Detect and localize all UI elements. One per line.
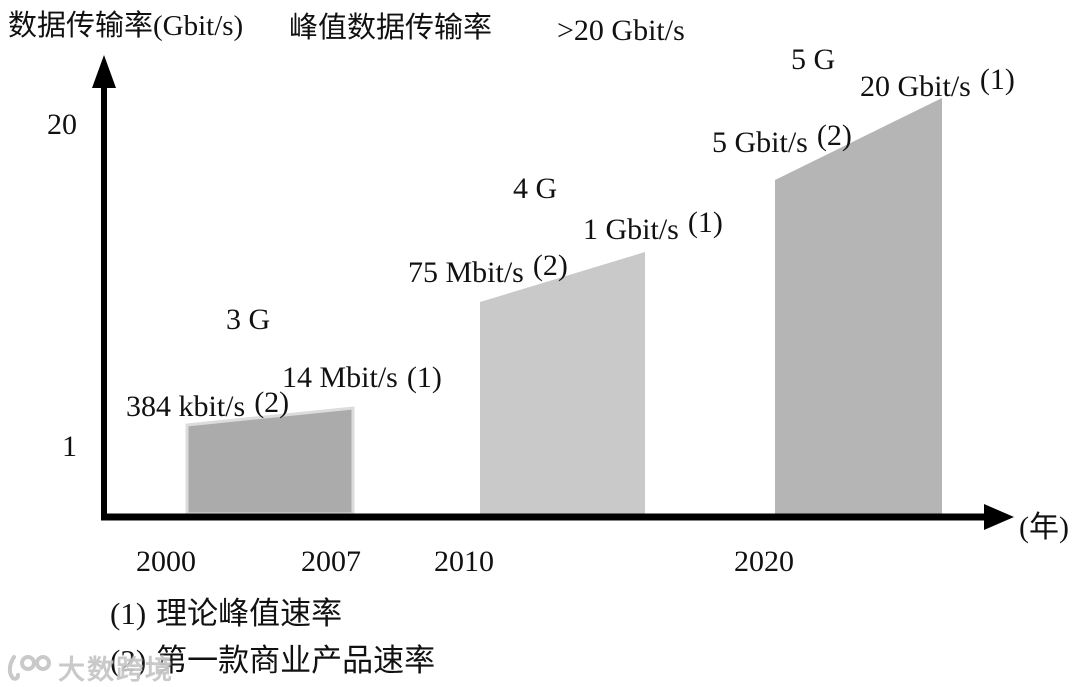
bar-4g — [480, 252, 645, 514]
label-3g-commercial-value: 384 kbit/s — [126, 390, 246, 423]
y-axis-arrow-icon — [92, 55, 116, 88]
peak-rate-value: >20 Gbit/s — [557, 14, 685, 47]
y-tick-20: 20 — [47, 108, 77, 141]
label-4g-theoretical: 1 Gbit/s (1) — [583, 206, 723, 246]
x-tick-2010: 2010 — [434, 545, 494, 578]
generation-label-5g: 5 G — [791, 43, 836, 76]
generation-label-3g: 3 G — [226, 303, 271, 336]
label-3g-theoretical-value: 14 Mbit/s — [282, 361, 398, 394]
label-4g-theoretical-marker: (1) — [687, 206, 723, 239]
watermark: 大数跨境 — [4, 648, 174, 687]
x-tick-2007: 2007 — [301, 545, 361, 578]
label-4g-commercial-marker: (2) — [532, 249, 568, 282]
label-5g-commercial: 5 Gbit/s (2) — [712, 119, 852, 159]
x-axis-unit: (年) — [1019, 511, 1069, 544]
x-tick-2020: 2020 — [734, 545, 794, 578]
bar-5g — [775, 98, 942, 514]
label-5g-theoretical: 20 Gbit/s (1) — [860, 63, 1015, 103]
footnote-1: (1) 理论峰值速率 — [110, 596, 343, 631]
label-5g-commercial-value: 5 Gbit/s — [712, 126, 808, 159]
footnote-2-text: 第一款商业产品速率 — [156, 643, 436, 678]
watermark-logo-icon — [7, 654, 51, 681]
label-4g-commercial: 75 Mbit/s (2) — [408, 249, 568, 289]
watermark-text: 大数跨境 — [58, 655, 174, 686]
generation-label-4g: 4 G — [513, 172, 558, 205]
label-4g-theoretical-value: 1 Gbit/s — [583, 213, 679, 246]
footnote-2: (2) 第一款商业产品速率 — [110, 643, 436, 678]
peak-rate-label: 峰值数据传输率 — [289, 12, 493, 44]
label-3g-theoretical-marker: (1) — [406, 361, 442, 394]
x-axis-arrow-icon — [984, 504, 1014, 530]
label-4g-commercial-value: 75 Mbit/s — [408, 256, 524, 289]
x-tick-2000: 2000 — [136, 545, 196, 578]
label-3g-commercial: 384 kbit/s (2) — [126, 386, 289, 423]
label-5g-theoretical-value: 20 Gbit/s — [860, 70, 971, 103]
y-tick-1: 1 — [62, 430, 77, 463]
label-3g-commercial-marker: (2) — [254, 386, 290, 419]
footnote-2-marker: (2) — [110, 643, 147, 678]
y-axis-title: 数据传输率(Gbit/s) — [8, 10, 244, 42]
label-5g-commercial-marker: (2) — [816, 119, 852, 152]
label-3g-theoretical: 14 Mbit/s (1) — [282, 361, 442, 394]
footnote-1-text: 理论峰值速率 — [156, 596, 343, 631]
label-5g-theoretical-marker: (1) — [979, 63, 1015, 96]
bar-3g — [185, 406, 355, 516]
footnote-1-marker: (1) — [110, 596, 147, 631]
